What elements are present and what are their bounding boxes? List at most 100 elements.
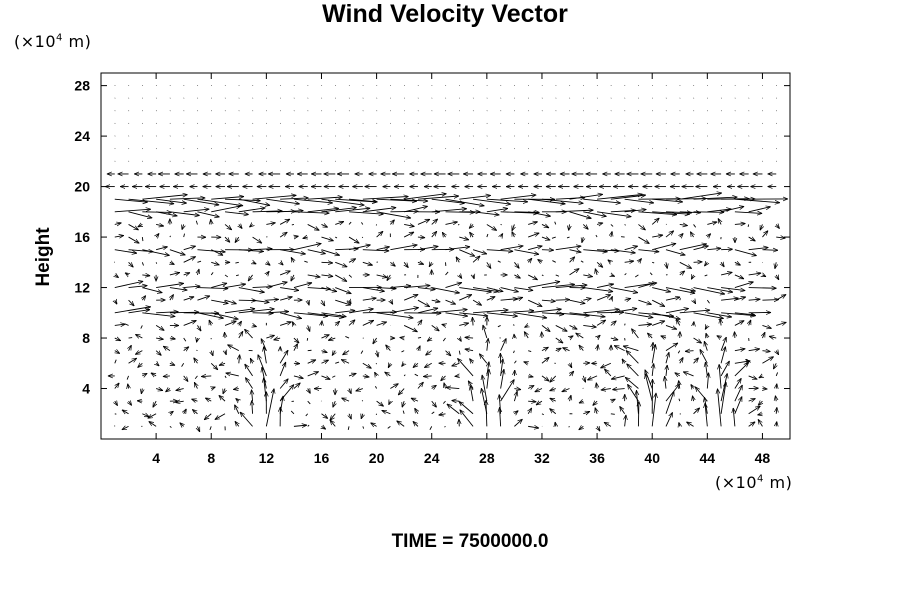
wind-vector (748, 288, 777, 289)
wind-vector (224, 309, 255, 314)
wind-vector (321, 287, 337, 292)
wind-vector (156, 363, 159, 366)
wind-vector (321, 334, 329, 338)
wind-vector (361, 236, 364, 239)
wind-vector (135, 334, 143, 338)
wind-vector (191, 399, 198, 401)
wind-vector (748, 247, 769, 249)
wind-vector (140, 325, 143, 329)
wind-vector (330, 420, 336, 427)
wind-vector (335, 249, 358, 250)
wind-vector (473, 310, 508, 314)
wind-vector (624, 198, 654, 203)
wind-vector (417, 299, 430, 307)
wind-vector (417, 246, 438, 251)
wind-vector (693, 197, 738, 199)
wind-vector (610, 249, 636, 253)
vector-field (105, 84, 788, 432)
wind-vector (661, 335, 667, 338)
wind-vector (569, 325, 578, 329)
wind-vector (321, 224, 327, 228)
wind-vector (479, 354, 488, 364)
wind-vector (566, 236, 570, 239)
wind-vector (197, 288, 228, 289)
wind-vector (335, 299, 351, 305)
wind-vector (486, 224, 497, 230)
wind-vector (264, 378, 267, 402)
wind-vector (614, 346, 625, 352)
wind-vector (129, 345, 132, 351)
wind-vector (538, 259, 542, 262)
wind-vector (597, 335, 600, 338)
y-tick-label: 12 (74, 280, 90, 296)
wind-vector (459, 195, 490, 200)
wind-vector (376, 199, 417, 201)
wind-vector (142, 195, 187, 200)
wind-vector (720, 346, 725, 364)
wind-vector (445, 271, 449, 276)
wind-vector (583, 211, 606, 217)
wind-vector (596, 294, 611, 301)
wind-vector (541, 224, 549, 229)
wind-vector (376, 211, 411, 218)
wind-vector (184, 375, 188, 382)
wind-vector (445, 312, 468, 316)
wind-vector (332, 400, 336, 407)
wind-vector (211, 197, 244, 200)
wind-vector (321, 375, 330, 380)
wind-vector (552, 260, 556, 263)
wind-vector (583, 198, 620, 203)
wind-vector (528, 426, 539, 428)
wind-vector (308, 389, 311, 394)
wind-vector (717, 389, 722, 427)
wind-vector (524, 362, 529, 364)
wind-vector (165, 389, 169, 392)
wind-vector (720, 206, 744, 213)
wind-vector (514, 249, 539, 255)
wind-vector (386, 345, 391, 351)
wind-vector (362, 319, 374, 326)
wind-vector (472, 256, 480, 263)
wind-vector (734, 198, 780, 202)
wind-vector (266, 198, 299, 204)
wind-vector (652, 211, 690, 214)
wind-vector (527, 274, 537, 280)
wind-vector (721, 298, 738, 300)
wind-vector (307, 312, 344, 318)
wind-vector (665, 376, 666, 389)
wind-vector (456, 257, 459, 263)
wind-vector (227, 345, 240, 352)
wind-vector (293, 212, 329, 213)
wind-vector (226, 373, 239, 377)
wind-vector (238, 331, 243, 339)
wind-vector (458, 350, 461, 355)
wind-vector (541, 347, 549, 350)
wind-vector (362, 426, 365, 429)
wind-vector (481, 388, 488, 414)
wind-vector (204, 413, 212, 420)
wind-vector (624, 246, 638, 251)
wind-vector (183, 273, 190, 275)
x-tick-label: 12 (259, 450, 275, 466)
wind-vector (280, 312, 302, 319)
wind-vector (666, 352, 669, 364)
wind-vector (348, 221, 352, 225)
wind-vector (252, 249, 273, 250)
wind-vector (528, 309, 561, 314)
wind-vector (308, 300, 309, 305)
wind-vector (550, 398, 556, 401)
wind-vector (528, 233, 539, 238)
wind-vector (528, 408, 532, 414)
wind-vector (197, 312, 223, 318)
wind-vector (625, 415, 626, 427)
wind-vector (444, 383, 446, 389)
y-tick-label: 16 (74, 229, 90, 245)
wind-vector (156, 338, 163, 339)
wind-vector (321, 312, 346, 317)
wind-vector (501, 359, 503, 376)
wind-vector (447, 404, 460, 415)
wind-vector (704, 341, 707, 351)
wind-vector (541, 250, 554, 251)
wind-vector (387, 274, 391, 281)
wind-vector (486, 233, 489, 238)
